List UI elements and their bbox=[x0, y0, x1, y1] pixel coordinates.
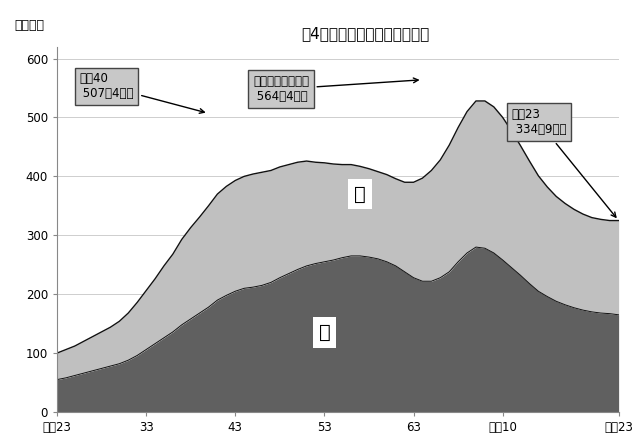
Text: 平成23
 334万9千人: 平成23 334万9千人 bbox=[511, 108, 616, 217]
Text: 男: 男 bbox=[319, 323, 330, 342]
Text: （万人）: （万人） bbox=[15, 19, 45, 32]
Text: 女: 女 bbox=[354, 184, 366, 204]
Text: 過去最高　平成元
 564万4千人: 過去最高 平成元 564万4千人 bbox=[253, 75, 418, 103]
Title: 围4　高等学校の生徒数の推移: 围4 高等学校の生徒数の推移 bbox=[301, 26, 430, 41]
Text: 昭和40
 507万4千人: 昭和40 507万4千人 bbox=[79, 72, 204, 113]
